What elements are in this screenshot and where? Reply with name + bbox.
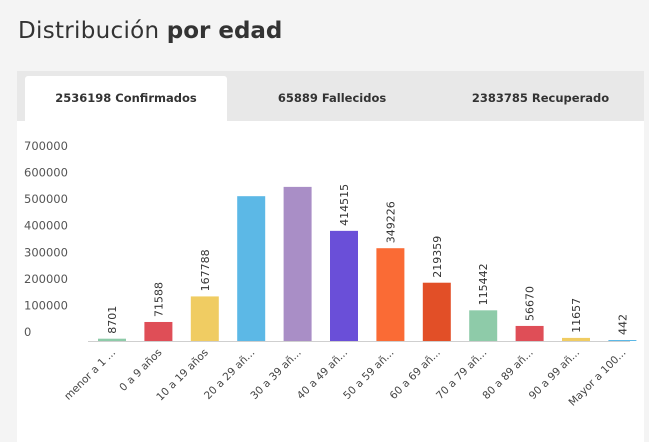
data-label: 115442: [477, 263, 490, 305]
y-tick-label: 0: [24, 325, 31, 339]
tab-confirmados[interactable]: 2536198 Confirmados: [25, 76, 227, 121]
category-label: 0 a 9 años: [117, 347, 164, 394]
title-bold: por edad: [166, 18, 283, 44]
bar: [330, 230, 358, 341]
data-label: 56670: [524, 286, 537, 321]
data-label: 219359: [431, 236, 444, 278]
bar: [283, 186, 312, 341]
chart-card: 2536198 Confirmados 65889 Fallecidos 238…: [17, 71, 644, 442]
y-tick-label: 100000: [24, 298, 68, 312]
y-tick-label: 200000: [24, 272, 68, 286]
tab-bar: 2536198 Confirmados 65889 Fallecidos 238…: [17, 71, 644, 121]
y-tick-label: 500000: [24, 192, 68, 206]
data-label: 414515: [338, 184, 351, 226]
category-label: menor a 1 ...: [62, 347, 118, 403]
bar: [422, 282, 451, 341]
bar: [608, 340, 637, 341]
bar: [469, 310, 498, 341]
bar: [562, 337, 590, 341]
bar: [98, 338, 126, 341]
data-label: 11657: [570, 298, 583, 333]
data-label: 71588: [152, 282, 165, 317]
bar: [144, 321, 173, 341]
bar: [515, 325, 544, 341]
y-tick-label: 600000: [24, 166, 68, 180]
title-light: Distribución: [18, 18, 160, 44]
bar: [190, 296, 219, 341]
page-title: Distribución por edad: [18, 18, 282, 44]
y-tick-label: 300000: [24, 245, 68, 259]
tab-fallecidos[interactable]: 65889 Fallecidos: [277, 91, 387, 105]
tab-recuperado[interactable]: 2383785 Recuperado: [471, 91, 610, 105]
y-tick-label: 400000: [24, 219, 68, 233]
y-tick-label: 700000: [24, 139, 68, 153]
data-label: 167788: [199, 249, 212, 291]
data-label: 442: [616, 314, 629, 335]
data-label: 349226: [384, 201, 397, 243]
bar: [376, 248, 405, 341]
data-label: 8701: [106, 306, 119, 334]
bar: [237, 196, 266, 341]
